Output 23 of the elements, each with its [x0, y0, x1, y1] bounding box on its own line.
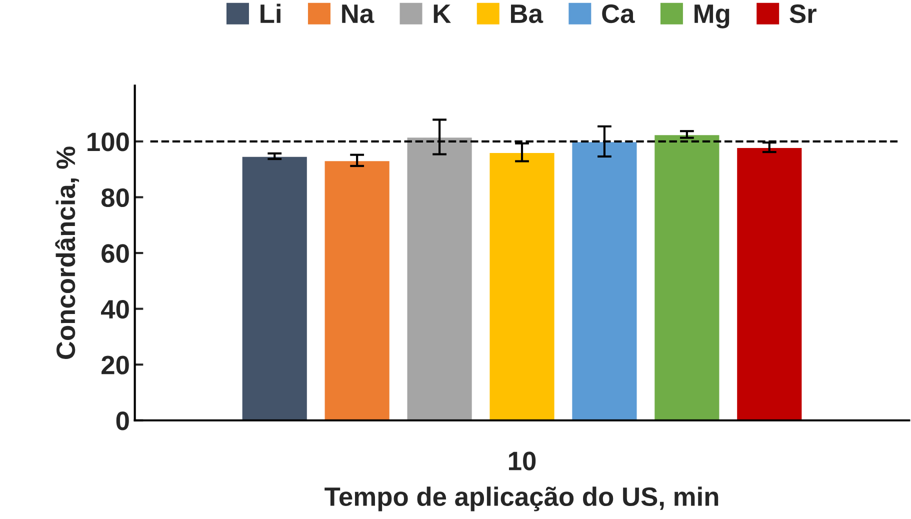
- bar: [406, 136, 474, 420]
- x-tick-label: 10: [508, 452, 536, 470]
- legend-label: Li: [260, 4, 280, 23]
- x-axis-title: Tempo de aplicação do US, min: [324, 486, 718, 512]
- bar: [323, 160, 391, 420]
- bar: [488, 152, 556, 420]
- y-tick-label: 100: [88, 132, 129, 152]
- legend-label: Ba: [511, 4, 544, 24]
- y-tick-label: 20: [102, 356, 129, 374]
- bar: [570, 140, 638, 420]
- legend-label: K: [434, 4, 451, 23]
- y-axis-title: Concordância, %: [55, 146, 79, 359]
- bar: [653, 134, 721, 420]
- y-tick-label: 60: [102, 244, 129, 263]
- legend-label: Na: [342, 4, 374, 24]
- y-tick-label: 0: [116, 412, 129, 430]
- bar: [736, 146, 804, 420]
- legend-label: Mg: [694, 4, 730, 28]
- bar: [240, 156, 308, 420]
- legend-label: Ca: [602, 4, 635, 24]
- y-tick-label: 80: [101, 188, 129, 208]
- legend-label: Sr: [790, 4, 816, 24]
- y-tick-label: 40: [101, 300, 129, 319]
